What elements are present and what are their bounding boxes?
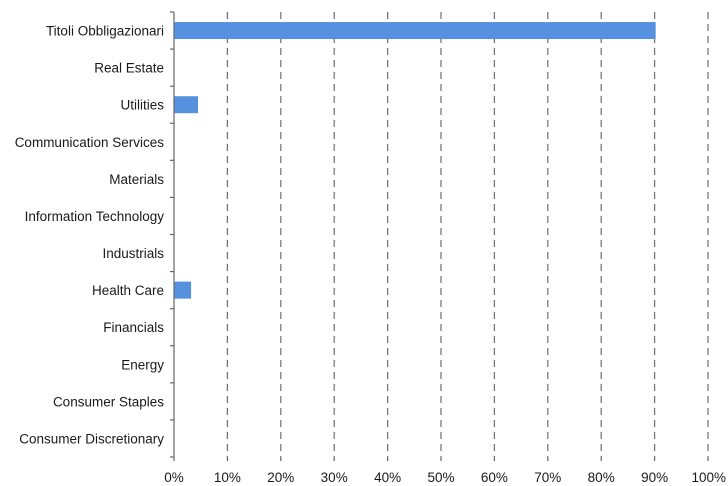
category-label: Industrials	[102, 246, 164, 261]
x-tick-label: 10%	[214, 470, 241, 485]
x-tick-label: 70%	[534, 470, 561, 485]
category-label: Financials	[103, 320, 164, 335]
category-label: Materials	[109, 172, 164, 187]
x-tick-label: 80%	[588, 470, 615, 485]
category-label: Information Technology	[25, 209, 165, 224]
bars	[174, 22, 656, 299]
category-label: Consumer Discretionary	[19, 431, 164, 446]
category-label: Utilities	[120, 98, 164, 113]
x-tick-label: 40%	[374, 470, 401, 485]
category-label: Health Care	[92, 283, 164, 298]
x-tick-label: 0%	[164, 470, 184, 485]
x-tick-label: 20%	[267, 470, 294, 485]
category-labels: Titoli Obbligazionari Real Estate Utilitie…	[15, 24, 165, 447]
axes	[170, 11, 709, 461]
x-tick-labels: 0% 10% 20% 30% 40% 50% 60% 70% 80% 90% 100%	[164, 470, 726, 485]
x-tick-label: 50%	[427, 470, 454, 485]
category-label: Communication Services	[15, 135, 165, 150]
x-tick-label: 90%	[641, 470, 668, 485]
gridlines	[226, 12, 709, 457]
category-label: Consumer Staples	[53, 394, 164, 409]
category-label: Titoli Obbligazionari	[46, 24, 164, 39]
x-tick-label: 30%	[321, 470, 348, 485]
category-label: Energy	[121, 357, 164, 372]
category-label: Real Estate	[94, 61, 164, 76]
bar-titoli-obbligazionari	[174, 22, 656, 40]
bar-health-care	[174, 281, 192, 299]
x-tick-label: 60%	[481, 470, 508, 485]
x-tick-label: 100%	[691, 470, 726, 485]
bar-utilities	[174, 96, 199, 114]
